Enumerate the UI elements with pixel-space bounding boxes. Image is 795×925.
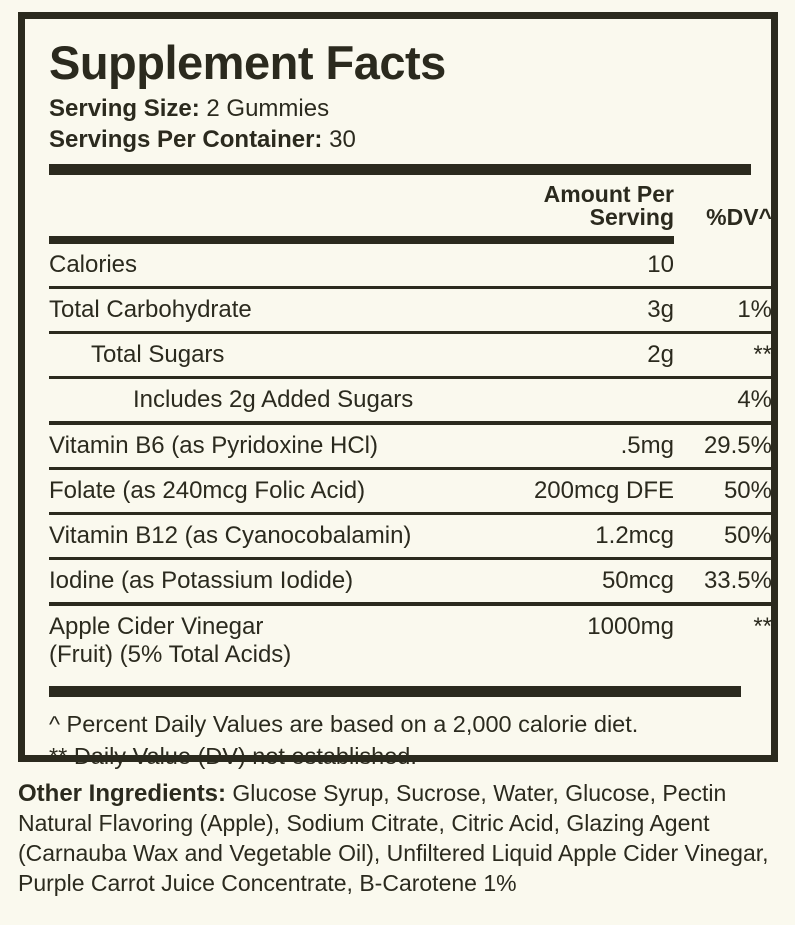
table-row-continuation: (Fruit) (5% Total Acids) — [49, 641, 772, 677]
nutrient-amount: 200mcg DFE — [533, 477, 674, 505]
nutrient-name: Includes 2g Added Sugars — [133, 386, 414, 414]
nutrient-dv: ** — [753, 613, 772, 641]
other-ingredients-text: Glucose Syrup, Sucrose, Water, Glucose, … — [18, 780, 769, 896]
nutrient-name: Calories — [49, 251, 138, 279]
serving-size-label: Serving Size: — [49, 95, 200, 122]
nutrient-amount: .5mg — [620, 432, 674, 460]
nutrient-name: Iodine (as Potassium Iodide) — [49, 567, 354, 595]
serving-size-value: 2 Gummies — [206, 95, 330, 122]
serving-size-line: Serving Size: 2 Gummies — [49, 94, 751, 125]
row-divider — [49, 602, 772, 607]
nutrient-amount: 10 — [647, 251, 674, 279]
table-row: Apple Cider Vinegar 1000mg ** — [49, 606, 772, 641]
table-row: Vitamin B12 (as Cyanocobalamin) 1.2mcg 5… — [49, 515, 772, 557]
nutrient-name: Total Sugars — [91, 341, 225, 369]
nutrient-dv — [674, 244, 772, 286]
table-row: Folate (as 240mcg Folic Acid) 200mcg DFE… — [49, 470, 772, 512]
nutrient-name: Vitamin B12 (as Cyanocobalamin) — [49, 522, 412, 550]
servings-per-container-line: Servings Per Container: 30 — [49, 125, 751, 156]
header-spacer — [49, 175, 469, 236]
nutrient-name: Vitamin B6 (as Pyridoxine HCl) — [49, 432, 379, 460]
nutrient-name: Apple Cider Vinegar — [49, 613, 264, 641]
nutrient-amount: 3g — [647, 296, 674, 324]
nutrient-amount: 50mcg — [601, 567, 674, 595]
percent-dv-header: %DV^ — [706, 204, 772, 231]
nutrient-dv: 4% — [737, 386, 772, 414]
nutrient-name: Total Carbohydrate — [49, 296, 252, 324]
row-divider — [49, 557, 772, 561]
table-row: Vitamin B6 (as Pyridoxine HCl) .5mg 29.5… — [49, 425, 772, 467]
divider-below-header — [49, 236, 772, 245]
nutrient-amount — [469, 379, 674, 421]
row-divider — [49, 421, 772, 426]
nutrient-dv: 1% — [737, 296, 772, 324]
nutrient-dv: 33.5% — [703, 567, 772, 595]
table-row: Total Carbohydrate 3g 1% — [49, 289, 772, 331]
nutrient-dv: 50% — [723, 477, 772, 505]
footnotes: ^ Percent Daily Values are based on a 2,… — [49, 697, 751, 772]
table-row: Includes 2g Added Sugars 4% — [49, 379, 772, 421]
footnote-dv-not-established: ** Daily Value (DV) not established. — [49, 742, 417, 769]
nutrient-amount: 2g — [647, 341, 674, 369]
row-divider — [49, 376, 772, 380]
nutrient-dv: 50% — [723, 522, 772, 550]
table-row: Total Sugars 2g ** — [49, 334, 772, 376]
table-row: Iodine (as Potassium Iodide) 50mcg 33.5% — [49, 560, 772, 602]
row-divider — [49, 467, 772, 471]
table-row: Calories 10 — [49, 244, 772, 286]
row-divider — [49, 286, 772, 290]
supplement-facts-panel: Supplement Facts Serving Size: 2 Gummies… — [18, 12, 778, 769]
nutrient-name-line2: (Fruit) (5% Total Acids) — [49, 641, 292, 669]
divider-above-footnotes — [49, 686, 741, 698]
table-header-row: Amount Per Serving %DV^ — [49, 175, 772, 236]
footnote-percent-daily-value: ^ Percent Daily Values are based on a 2,… — [49, 711, 639, 738]
servings-per-container-label: Servings Per Container: — [49, 125, 323, 153]
nutrient-amount: 1.2mcg — [595, 522, 674, 550]
row-divider — [49, 512, 772, 516]
amount-per-serving-header: Amount Per Serving — [543, 181, 674, 231]
other-ingredients-section: Other Ingredients: Glucose Syrup, Sucros… — [18, 778, 783, 899]
nutrient-amount: 1000mg — [587, 613, 674, 641]
nutrient-dv: 29.5% — [703, 432, 772, 460]
other-ingredients-label: Other Ingredients: — [18, 780, 227, 807]
servings-per-container-value: 30 — [329, 125, 356, 153]
page-title: Supplement Facts — [49, 36, 446, 89]
row-divider — [49, 331, 772, 335]
nutrient-name: Folate (as 240mcg Folic Acid) — [49, 477, 366, 505]
nutrient-dv: ** — [753, 341, 772, 369]
nutrition-table: Amount Per Serving %DV^ Calories 10 — [49, 175, 772, 677]
divider-below-serving-info — [49, 164, 751, 176]
